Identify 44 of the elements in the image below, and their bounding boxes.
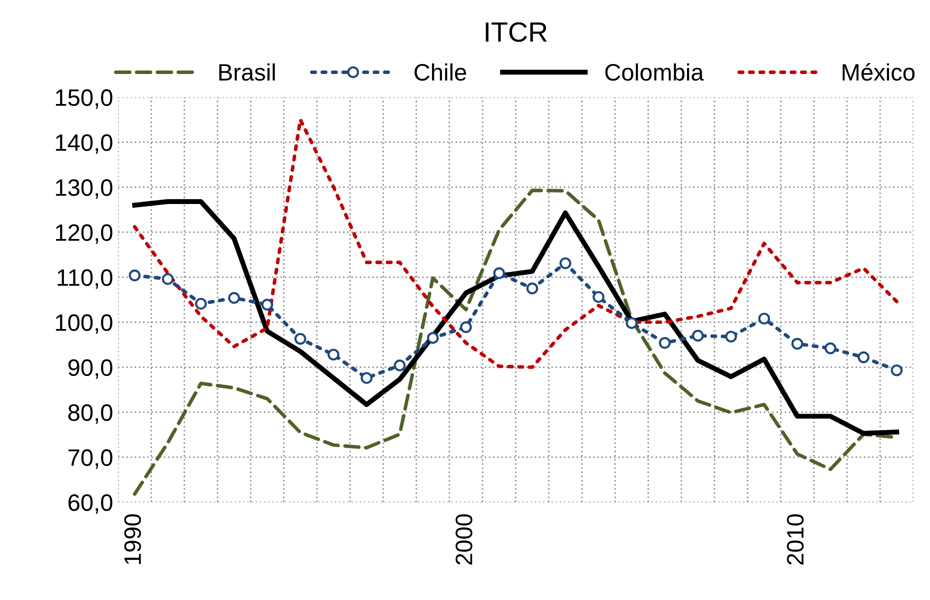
point [791, 338, 804, 350]
x-tick-label: 2010 [786, 514, 804, 565]
point [658, 336, 671, 349]
x-tick-label: 1990 [124, 514, 142, 564]
legend-label: Colombia [605, 63, 704, 81]
point [261, 298, 274, 311]
point [426, 332, 439, 344]
point [559, 257, 572, 270]
point [394, 359, 406, 372]
legend-label: Chile [414, 63, 466, 81]
point [526, 282, 538, 294]
point [328, 348, 340, 361]
y-tick-label: 130,0 [56, 179, 112, 199]
point [460, 321, 472, 334]
point [493, 267, 506, 280]
y-tick-label: 60,0 [68, 494, 112, 514]
point [195, 298, 207, 310]
point [128, 269, 141, 282]
x-tick-label: 2000 [456, 514, 472, 565]
point [294, 332, 306, 345]
point [858, 351, 870, 364]
legend-label: México [842, 63, 915, 81]
point [725, 330, 737, 343]
y-tick-label: 80,0 [68, 404, 112, 424]
point [890, 364, 903, 376]
y-tick-label: 120,0 [56, 224, 112, 244]
y-tick-label: 100,0 [56, 314, 112, 334]
line-series [132, 118, 898, 369]
y-tick-label: 140,0 [56, 134, 112, 154]
y-tick-label: 70,0 [68, 449, 112, 469]
line-series [132, 199, 900, 436]
y-tick-label: 150,0 [56, 89, 112, 109]
point [360, 372, 372, 384]
point [228, 292, 240, 304]
point [692, 330, 704, 342]
point [758, 312, 770, 325]
point [824, 342, 836, 354]
point [626, 317, 638, 330]
legend-label: Brasil [219, 63, 275, 81]
chart-title: ITCR [486, 22, 547, 42]
y-tick-label: 90,0 [68, 359, 112, 379]
point [592, 291, 604, 303]
y-tick-label: 110,0 [58, 269, 112, 289]
point [162, 273, 174, 285]
